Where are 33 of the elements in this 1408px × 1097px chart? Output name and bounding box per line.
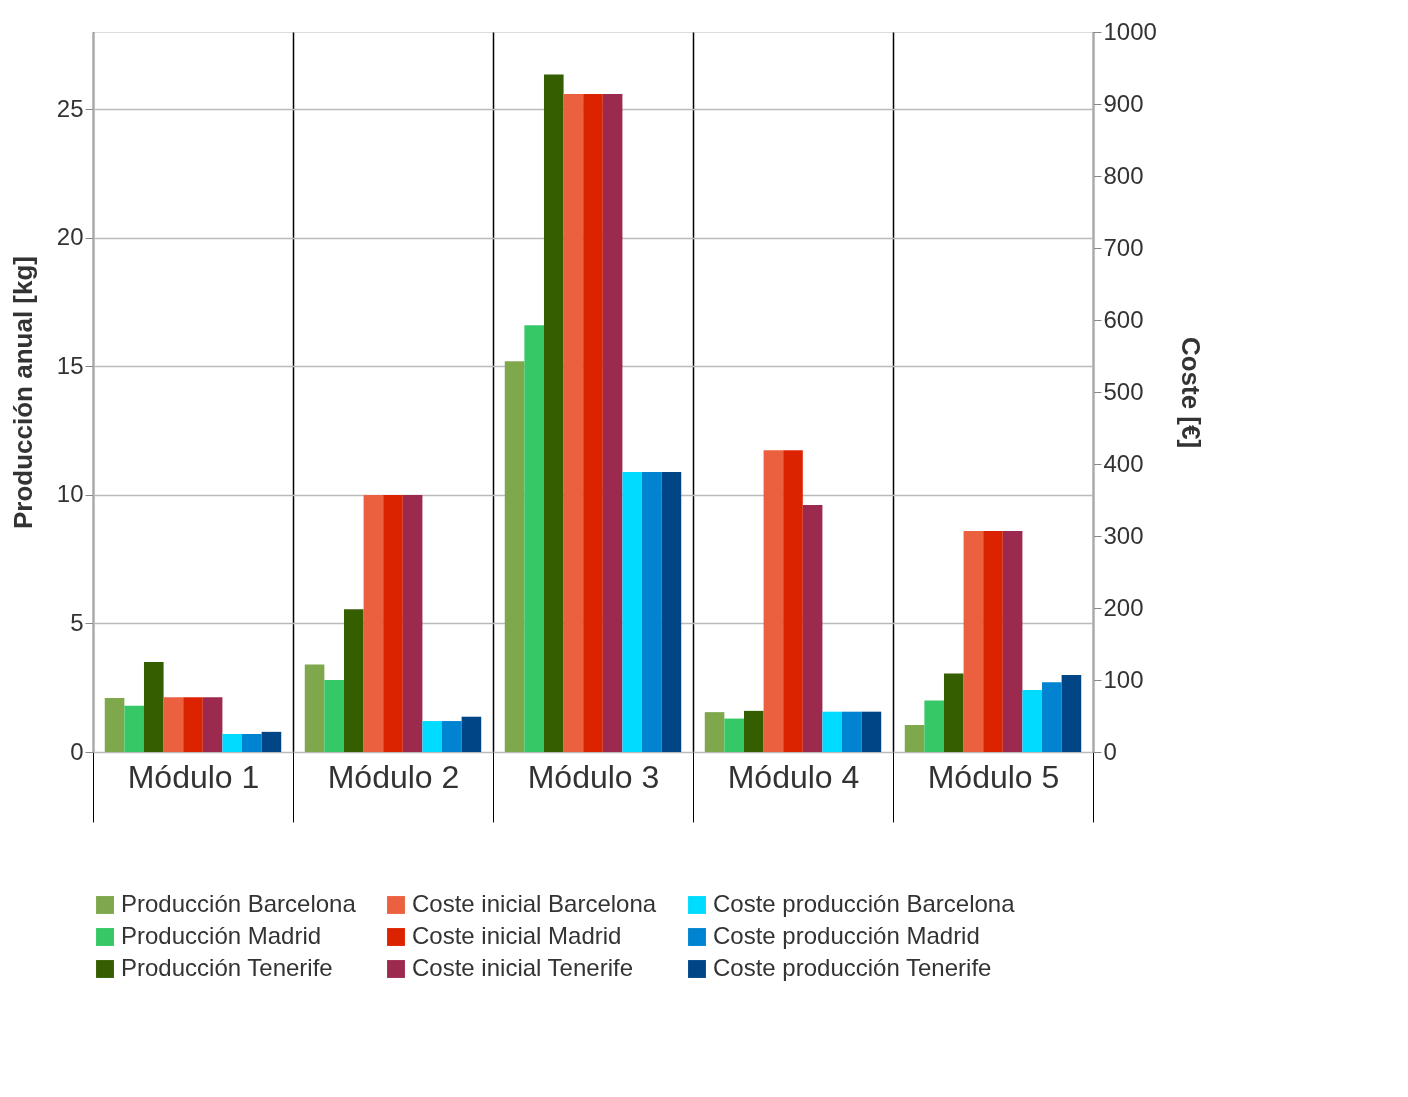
y2-tick-label: 0 <box>1103 737 1117 765</box>
legend-label: Coste producción Tenerife <box>713 954 992 981</box>
x-tick-label: Módulo 3 <box>527 758 660 795</box>
y-tick-label: 20 <box>56 223 84 251</box>
y2-tick-label: 900 <box>1103 89 1144 117</box>
x-tick-label: Módulo 2 <box>327 758 460 795</box>
y-tick-label: 15 <box>56 351 84 379</box>
y2-tick-label: 100 <box>1103 665 1144 693</box>
x-tick-label: Módulo 5 <box>927 758 1060 795</box>
legend-label: Coste inicial Tenerife <box>412 954 634 981</box>
y-tick-label: 25 <box>56 94 84 122</box>
legend-label: Coste inicial Madrid <box>412 922 622 949</box>
y2-tick-label: 500 <box>1103 377 1144 405</box>
y2-tick-label: 600 <box>1103 305 1144 333</box>
y-axis-title: Producción anual [kg] <box>7 255 38 530</box>
x-tick-label: Módulo 1 <box>127 758 260 795</box>
legend-label: Coste inicial Barcelona <box>412 890 657 917</box>
y2-tick-label: 300 <box>1103 521 1144 549</box>
legend-label: Coste producción Barcelona <box>713 890 1016 917</box>
legend-label: Producción Madrid <box>121 922 322 949</box>
x-tick-label: Módulo 4 <box>727 758 860 795</box>
y-tick-label: 10 <box>56 480 84 508</box>
legend-label: Producción Barcelona <box>121 890 357 917</box>
y2-axis-title: Coste [€] <box>1175 336 1206 449</box>
y-tick-label: 5 <box>70 608 84 636</box>
legend-label: Coste producción Madrid <box>713 922 980 949</box>
y-tick-label: 0 <box>70 737 84 765</box>
y2-tick-label: 1000 <box>1103 17 1157 45</box>
y2-tick-label: 700 <box>1103 233 1144 261</box>
y2-tick-label: 800 <box>1103 161 1144 189</box>
y2-tick-label: 200 <box>1103 593 1144 621</box>
y2-tick-label: 400 <box>1103 449 1144 477</box>
legend-label: Producción Tenerife <box>121 954 333 981</box>
